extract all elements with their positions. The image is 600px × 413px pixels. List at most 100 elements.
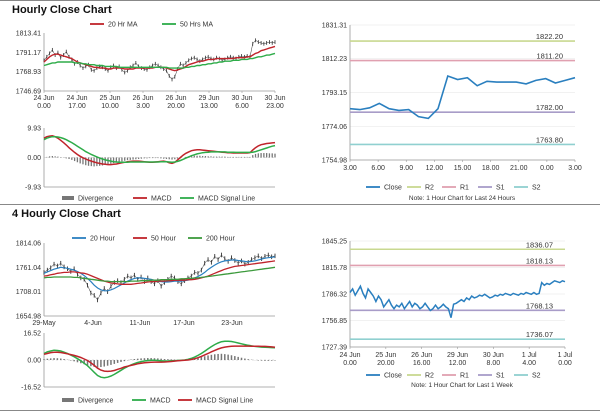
h-price-y-tick-3: 1813.41 (16, 31, 41, 38)
f-price-y-tick-0: 1654.98 (16, 314, 41, 321)
f-macd-legend-macd-label: MACD (150, 398, 171, 405)
f-macd-legend-divergence-swatch (62, 398, 74, 402)
f-close-legend-r1-label: R1 (460, 373, 469, 380)
h-close-x-tick-6: 21.00 (510, 165, 528, 172)
h-close-legend-s1-label: S1 (496, 185, 505, 192)
f-close-x-tick-4: 30 Jun 8.00 (483, 352, 504, 367)
f-close-y-tick-4: 1845.25 (322, 239, 347, 246)
f-price-x-tick-4: 23-Jun (221, 320, 243, 327)
h-macd-series-signal (43, 135, 276, 164)
hourly-section-title: Hourly Close Chart (12, 4, 112, 16)
f-macd-legend-divergence-label: Divergence (78, 398, 114, 405)
f-close-level-r1-label: 1818.13 (526, 256, 553, 265)
f-price-series-200hour (43, 266, 276, 283)
h-close-level-r2-label: 1822.20 (536, 32, 563, 41)
f-close-note: Note: 1 Hour Chart for Last 1 Week (411, 382, 514, 389)
h-close-series-close (349, 74, 576, 120)
h-close-level-r1-label: 1811.20 (536, 52, 563, 61)
h-price-legend-50hr-label: 50 Hrs MA (180, 22, 213, 29)
h-close-x-tick-4: 15.00 (454, 165, 472, 172)
f-close-y-tick-2: 1786.32 (322, 292, 347, 299)
h-close-y-tick-3: 1812.23 (322, 56, 347, 63)
h-price-legend-20hr-label: 20 Hr MA (108, 22, 138, 29)
f-close-series-close (349, 279, 566, 318)
h-macd-legend-divergence-label: Divergence (78, 196, 114, 203)
top-divider (0, 0, 600, 1)
h-close-legend-close-label: Close (384, 185, 402, 192)
f-macd-y-tick-0: -16.52 (21, 385, 41, 392)
f-price-x-tick-1: 4-Jun (84, 320, 102, 327)
f-close-y-tick-1: 1756.85 (322, 318, 347, 325)
f-price-y-tick-2: 1761.04 (16, 265, 41, 272)
h-price-x-tick-1: 24 Jun 17.00 (66, 95, 87, 110)
f-close-legend-s2-label: S2 (532, 373, 541, 380)
h-close-x-tick-5: 18.00 (482, 165, 500, 172)
h-close-y-tick-2: 1793.15 (322, 90, 347, 97)
h-macd-y-tick-1: 0.00 (27, 155, 41, 162)
h-close-x-tick-7: 0.00 (540, 165, 554, 172)
f-close-x-tick-0: 24 Jun 0.00 (339, 352, 360, 367)
f-price-series-50hour (43, 260, 276, 285)
h-price-y-tick-0: 1746.69 (16, 89, 41, 96)
h-price-x-tick-2: 25 Jun 10.00 (99, 95, 120, 110)
four-hourly-section-title: 4 Hourly Close Chart (12, 208, 121, 220)
f-price-x-tick-0: 29-May (32, 320, 56, 327)
h-price-y-tick-1: 1768.93 (16, 69, 41, 76)
h-close-note: Note: 1 Hour Chart for Last 24 Hours (409, 195, 516, 202)
f-macd-legend-signal-label: MACD Signal Line (196, 398, 253, 405)
h-price-series-50hrs-ma (43, 52, 276, 69)
h-close-legend-r2-label: R2 (425, 185, 434, 192)
h-close-x-tick-0: 3.00 (343, 165, 357, 172)
f-macd-y-tick-1: 0.00 (27, 358, 41, 365)
f-close-y-tick-0: 1727.39 (322, 345, 347, 352)
f-close-y-tick-3: 1815.78 (322, 265, 347, 272)
f-macd-series-macd (43, 340, 276, 379)
h-close-y-tick-1: 1774.06 (322, 124, 347, 131)
f-close-legend-r2-label: R2 (425, 373, 434, 380)
f-price-x-tick-3: 17-Jun (173, 320, 195, 327)
f-close-legend-close-label: Close (384, 373, 402, 380)
h-macd-legend-divergence-swatch (62, 196, 74, 200)
h-close-x-tick-8: 3.00 (568, 165, 582, 172)
f-close-x-tick-3: 29 Jun 12.00 (447, 352, 468, 367)
h-macd-legend-macd-label: MACD (151, 196, 172, 203)
h-close-y-tick-4: 1831.31 (322, 23, 347, 30)
middle-divider (0, 204, 600, 205)
f-price-y-tick-3: 1814.06 (16, 241, 41, 248)
f-close-level-s1-label: 1768.13 (526, 301, 553, 310)
f-price-legend-50hour-label: 50 Hour (151, 236, 177, 243)
f-close-x-tick-5: 1 Jul 4.00 (522, 352, 537, 367)
h-price-x-tick-0: 24 Jun 0.00 (33, 95, 54, 110)
f-close-legend-s1-label: S1 (496, 373, 505, 380)
f-price-x-tick-2: 11-Jun (130, 320, 151, 327)
h-price-x-tick-5: 29 Jun 13.00 (198, 95, 219, 110)
bottom-divider (0, 410, 600, 411)
f-price-y-tick-1: 1708.01 (16, 289, 41, 296)
f-macd-y-tick-2: 16.52 (23, 331, 41, 338)
f-macd-series-signal (43, 345, 276, 373)
h-close-legend-s2-label: S2 (532, 185, 541, 192)
h-close-x-tick-1: 6.00 (371, 165, 385, 172)
h-price-x-tick-7: 30 Jun 23.00 (264, 95, 285, 110)
f-close-x-tick-2: 26 Jun 16.00 (411, 352, 432, 367)
h-macd-series-macd (43, 135, 276, 166)
f-close-x-tick-1: 25 Jun 20.00 (375, 352, 396, 367)
f-close-level-s2-label: 1736.07 (526, 330, 553, 339)
h-macd-legend-signal-label: MACD Signal Line (198, 196, 255, 203)
h-price-y-tick-2: 1791.17 (16, 50, 41, 57)
f-close-x-tick-6: 1 Jul 0.00 (558, 352, 573, 367)
f-price-legend-20hour-label: 20 Hour (90, 236, 116, 243)
h-close-x-tick-2: 9.00 (399, 165, 413, 172)
f-close-level-r2-label: 1836.07 (526, 240, 553, 249)
h-price-x-tick-4: 26 Jun 20.00 (165, 95, 186, 110)
h-macd-y-tick-0: -9.93 (25, 185, 41, 192)
h-price-x-tick-3: 26 Jun 3.00 (132, 95, 153, 110)
h-close-y-tick-0: 1754.98 (322, 158, 347, 165)
h-macd-y-tick-2: 9.93 (27, 126, 41, 133)
h-close-level-s1-label: 1782.00 (536, 103, 563, 112)
h-close-legend-r1-label: R1 (460, 185, 469, 192)
h-close-level-s2-label: 1763.80 (536, 135, 563, 144)
h-price-x-tick-6: 30 Jun 6.00 (231, 95, 252, 110)
f-price-legend-200hour-label: 200 Hour (206, 236, 235, 243)
